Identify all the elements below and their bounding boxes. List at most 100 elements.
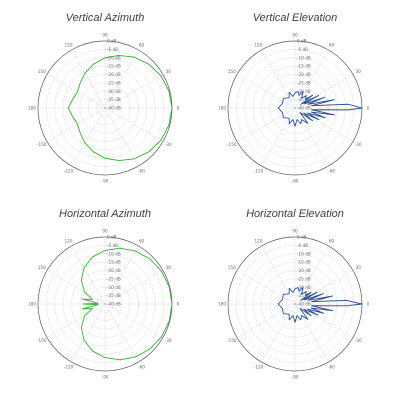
angle-tick-label: 0	[177, 106, 180, 111]
radial-tick-label: -25 dB	[297, 276, 311, 281]
angle-tick-label: 0	[177, 302, 180, 307]
vertical-elevation-panel: Vertical Elevation 0 dB -5 dB -10 dB -15 dB…	[195, 2, 395, 202]
grid-spoke	[104, 303, 139, 363]
radial-tick-label: -30 dB	[297, 285, 311, 290]
angle-tick-label: -120	[254, 365, 264, 370]
angle-tick-label: -90	[292, 375, 299, 380]
grid-spoke	[104, 303, 164, 338]
grid-ring	[96, 99, 114, 117]
grid-spoke	[261, 303, 296, 363]
angle-tick-label: 0	[367, 106, 370, 111]
angle-tick-label: -30	[355, 142, 362, 147]
grid-spoke	[294, 270, 354, 305]
angle-tick-label: 60	[139, 238, 145, 243]
angle-tick-label: 90	[292, 33, 298, 38]
vertical-azimuth-polar-plot: 0 dB -5 dB -10 dB -15 dB -20 dB -25 dB -30 dB -…	[28, 33, 180, 184]
radial-tick-label: -35 dB	[107, 97, 121, 102]
vertical-elevation-polar-plot: 0 dB -5 dB -10 dB -15 dB -20 dB -25 dB -30 dB -…	[218, 33, 370, 184]
radial-tick-label: -10 dB	[297, 251, 311, 256]
grid-spoke	[71, 49, 106, 109]
grid-ring	[286, 295, 304, 313]
angle-tick-label: 90	[292, 229, 298, 234]
grid-spoke	[236, 303, 296, 338]
chart-title: Vertical Elevation	[252, 12, 338, 24]
radial-tick-label: -15 dB	[107, 260, 121, 265]
radial-tick-label: -15 dB	[297, 260, 311, 265]
radial-tick-label: -10 dB	[107, 251, 121, 256]
grid-spoke	[71, 245, 106, 305]
grid-spoke	[104, 49, 139, 109]
grid-ring	[269, 82, 321, 134]
angle-tick-label: -90	[292, 179, 299, 184]
radial-tick-label: -5 dB	[107, 243, 118, 248]
grid-spoke	[261, 107, 296, 167]
angle-tick-label: 90	[102, 33, 108, 38]
radial-tick-label: -30 dB	[297, 89, 311, 94]
angle-tick-label: 150	[228, 69, 236, 74]
angle-tick-label: -60	[328, 365, 335, 370]
angle-tick-label: -120	[64, 365, 74, 370]
radial-tick-label: -25 dB	[297, 80, 311, 85]
angle-tick-label: 180	[28, 302, 36, 307]
angle-tick-label: 90	[102, 229, 108, 234]
angle-tick-label: -150	[37, 142, 47, 147]
radial-tick-label: -40 dB	[297, 106, 311, 111]
radial-tick-label: 0 dB	[107, 39, 117, 44]
angle-tick-label: 150	[228, 265, 236, 270]
radial-tick-label: -10 dB	[297, 55, 311, 60]
grid-spoke	[236, 107, 296, 142]
radial-tick-label: -35 dB	[297, 293, 311, 298]
angle-tick-label: 120	[65, 42, 73, 47]
vertical-azimuth-panel: Vertical Azimuth 0 dB -5 dB -10 dB -15 dB -2…	[5, 2, 205, 202]
grid-spoke	[71, 107, 106, 167]
grid-spoke	[294, 107, 354, 142]
chart-title: Horizontal Azimuth	[59, 208, 151, 220]
grid-ring	[269, 278, 321, 330]
radial-tick-label: -35 dB	[107, 293, 121, 298]
angle-tick-label: 30	[356, 69, 362, 74]
angle-tick-label: 180	[218, 302, 226, 307]
radial-tick-label: 0 dB	[297, 39, 307, 44]
angle-tick-label: -90	[102, 375, 109, 380]
grid-ring	[96, 295, 114, 313]
horizontal-azimuth-panel: Horizontal Azimuth 0 dB -5 dB -10 dB -15 dB…	[5, 198, 205, 398]
angle-tick-label: 150	[38, 265, 46, 270]
grid-ring	[79, 82, 131, 134]
angle-tick-label: -120	[64, 169, 74, 174]
angle-tick-label: -60	[138, 169, 145, 174]
radial-tick-label: -5 dB	[297, 243, 308, 248]
angle-tick-label: -60	[328, 169, 335, 174]
angle-tick-label: -30	[165, 338, 172, 343]
angle-tick-label: 30	[356, 265, 362, 270]
radial-tick-label: -25 dB	[107, 80, 121, 85]
angle-tick-label: -150	[227, 338, 237, 343]
angle-tick-label: -60	[138, 365, 145, 370]
pattern-series-line	[277, 90, 363, 127]
radial-tick-label: -20 dB	[107, 268, 121, 273]
grid-spoke	[236, 270, 296, 305]
radial-tick-label: -20 dB	[297, 268, 311, 273]
radial-tick-label: -10 dB	[107, 55, 121, 60]
radial-tick-label: -5 dB	[107, 47, 118, 52]
angle-tick-label: 180	[218, 106, 226, 111]
angle-tick-label: -90	[102, 179, 109, 184]
angle-tick-label: -30	[355, 338, 362, 343]
grid-spoke	[104, 270, 164, 305]
grid-spoke	[261, 245, 296, 305]
grid-spoke	[104, 74, 164, 109]
radial-tick-label: -20 dB	[107, 72, 121, 77]
grid-spoke	[104, 107, 139, 167]
grid-spoke	[46, 303, 106, 338]
angle-tick-label: 30	[166, 265, 172, 270]
grid-spoke	[46, 270, 106, 305]
angle-tick-label: -30	[165, 142, 172, 147]
angle-tick-label: -150	[227, 142, 237, 147]
angle-tick-label: -120	[254, 169, 264, 174]
grid-spoke	[294, 303, 329, 363]
grid-spoke	[294, 49, 329, 109]
grid-spoke	[104, 245, 139, 305]
grid-spoke	[294, 303, 354, 338]
chart-title: Vertical Azimuth	[65, 12, 145, 24]
angle-tick-label: 120	[255, 42, 263, 47]
grid-spoke	[46, 74, 106, 109]
